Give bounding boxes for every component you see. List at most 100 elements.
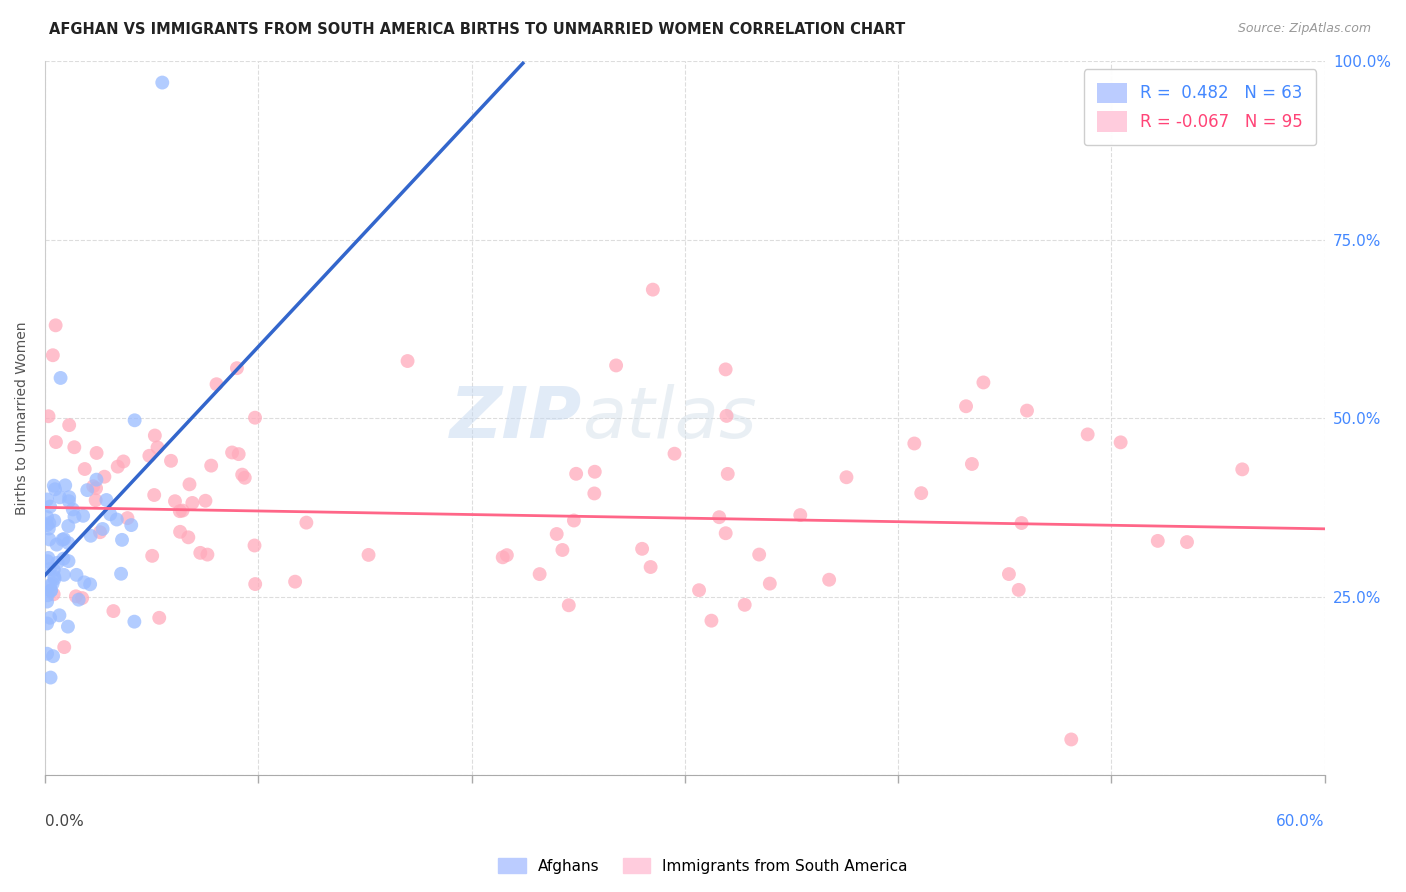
Legend: Afghans, Immigrants from South America: Afghans, Immigrants from South America [492,852,914,880]
Point [172,503,194,517]
Point [1109,435,1132,450]
Point [903,436,925,450]
Point [492,550,515,565]
Point [143,428,166,442]
Point [44,569,66,583]
Point [73,575,96,590]
Point [70,591,93,605]
Text: atlas: atlas [582,384,756,452]
Point [37,518,59,533]
Point [583,486,606,500]
Point [972,376,994,390]
Point [37,616,59,631]
Point [37,554,59,568]
Point [38,409,60,424]
Text: AFGHAN VS IMMIGRANTS FROM SOUTH AMERICA BIRTHS TO UNMARRIED WOMEN CORRELATION CH: AFGHAN VS IMMIGRANTS FROM SOUTH AMERICA … [49,22,905,37]
Text: Source: ZipAtlas.com: Source: ZipAtlas.com [1237,22,1371,36]
Point [89,525,111,540]
Point [714,362,737,376]
Point [1232,462,1254,476]
Point [44,572,66,586]
Point [39,578,62,592]
Point [228,447,250,461]
Point [205,377,228,392]
Point [562,514,585,528]
Point [112,454,135,468]
Point [46,556,69,570]
Point [717,467,740,481]
Point [45,318,67,333]
Point [42,649,65,664]
Point [1011,516,1033,530]
Y-axis label: Births to Unmarried Women: Births to Unmarried Women [15,321,30,515]
Point [138,449,160,463]
Point [664,447,686,461]
Point [143,488,166,502]
Point [688,583,710,598]
Point [107,459,129,474]
Point [1175,535,1198,549]
Point [44,514,66,528]
Point [86,446,108,460]
Point [759,576,782,591]
Point [44,483,66,497]
Point [91,522,114,536]
Point [640,560,662,574]
Point [82,479,104,493]
Point [45,538,67,552]
Point [76,483,98,497]
Point [960,457,983,471]
Point [56,619,79,633]
Point [529,567,551,582]
Point [163,494,186,508]
Point [37,492,59,507]
Point [103,604,125,618]
Point [998,567,1021,582]
Point [748,548,770,562]
Point [1060,732,1083,747]
Point [1008,582,1031,597]
Point [67,592,90,607]
Point [188,546,211,560]
Point [120,518,142,533]
Point [53,478,76,492]
Point [641,283,664,297]
Point [700,614,723,628]
Point [734,598,756,612]
Point [910,486,932,500]
Point [41,576,63,591]
Point [243,539,266,553]
Point [73,462,96,476]
Point [39,611,62,625]
Point [243,410,266,425]
Point [37,594,59,608]
Point [160,454,183,468]
Point [631,541,654,556]
Point [58,536,80,550]
Point [284,574,307,589]
Point [716,409,738,423]
Point [177,530,200,544]
Point [42,587,65,601]
Point [179,477,201,491]
Point [146,441,169,455]
Point [65,590,87,604]
Point [546,527,568,541]
Text: ZIP: ZIP [450,384,582,452]
Point [58,490,80,504]
Point [124,413,146,427]
Point [48,608,70,623]
Point [150,76,173,90]
Point [221,445,243,459]
Point [231,467,253,482]
Point [49,491,72,505]
Point [245,577,267,591]
Point [1015,403,1038,417]
Point [110,566,132,581]
Point [52,551,75,566]
Point [194,493,217,508]
Point [169,504,191,518]
Point [63,509,86,524]
Point [495,548,517,562]
Point [605,359,627,373]
